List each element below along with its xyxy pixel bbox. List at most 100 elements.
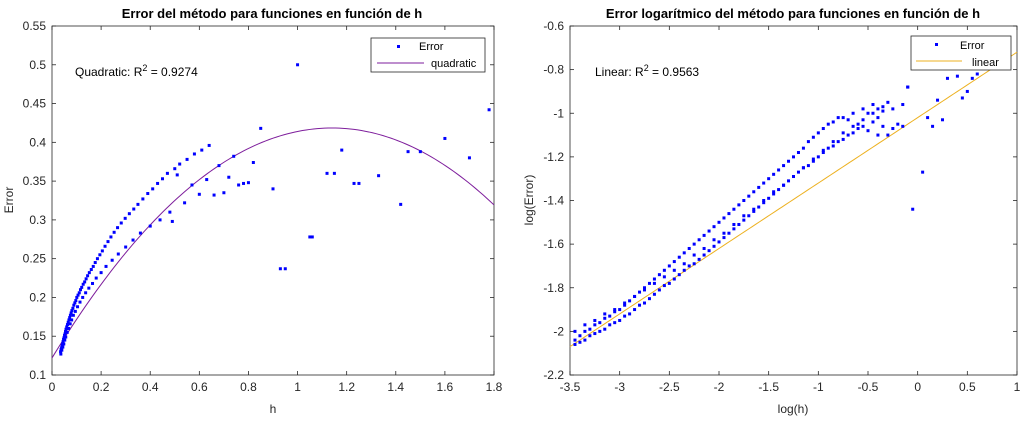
right-y-tick-label: -0.8	[543, 63, 564, 77]
left-data-point	[109, 235, 113, 239]
right-data-point	[881, 124, 885, 128]
right-data-point	[647, 297, 651, 301]
left-data-point	[212, 193, 216, 197]
left-data-point	[173, 167, 177, 171]
chart-left-title: Error del método para funciones en funci…	[122, 6, 423, 21]
right-data-point	[881, 105, 885, 109]
right-data-point	[692, 242, 696, 246]
chart-right-legend-box	[910, 35, 1012, 71]
left-data-point	[59, 352, 63, 356]
right-data-point	[583, 329, 587, 333]
right-data-point	[667, 264, 671, 268]
right-data-point	[697, 257, 701, 261]
right-data-point	[742, 214, 746, 218]
right-data-point	[801, 146, 805, 150]
right-data-point	[643, 301, 646, 305]
left-data-point	[65, 323, 69, 327]
left-data-point	[357, 181, 361, 185]
chart-left-annotation-sup: 2	[142, 63, 147, 73]
chart-left-points-layer	[59, 63, 491, 356]
chart-left-legend: Error quadratic	[370, 37, 486, 73]
left-data-point	[332, 171, 336, 175]
left-data-point	[190, 183, 194, 187]
left-x-tick-label: 1	[294, 380, 301, 394]
left-data-point	[151, 187, 155, 191]
left-data-point	[377, 174, 381, 178]
left-data-point	[71, 313, 75, 317]
left-data-point	[81, 282, 85, 286]
left-data-point	[104, 264, 108, 268]
right-data-point	[787, 179, 791, 183]
right-x-tick-label: 1	[1014, 380, 1021, 394]
chart-left-y-ticks: 0.1 0.15 0.2 0.25 0.3 0.35 0.4 0.45 0.5 0.55	[23, 19, 494, 382]
left-data-point	[259, 126, 263, 130]
left-data-point	[76, 293, 80, 297]
right-data-point	[643, 286, 646, 290]
right-data-point	[722, 216, 726, 220]
right-data-point	[777, 168, 781, 172]
right-data-point	[945, 76, 949, 80]
right-data-point	[672, 260, 676, 264]
right-data-point	[831, 120, 835, 124]
left-data-point	[100, 249, 104, 253]
chart-right-plot-area	[569, 25, 1018, 376]
left-data-point	[60, 344, 64, 348]
left-data-point	[91, 281, 95, 285]
chart-right-legend-label-error: Error	[960, 40, 985, 52]
right-data-point	[732, 227, 736, 231]
left-data-point	[132, 207, 136, 211]
right-data-point	[633, 308, 637, 312]
left-data-point	[183, 201, 187, 205]
chart-left-y-axis-label: Error	[2, 187, 16, 214]
right-data-point	[633, 294, 637, 298]
left-data-point	[237, 183, 241, 187]
right-data-point	[926, 116, 930, 120]
right-x-tick-label: -2	[714, 380, 725, 394]
chart-left-annotation-suffix: = 0.9274	[147, 65, 198, 79]
right-data-point	[757, 185, 761, 189]
right-data-point	[732, 222, 736, 226]
right-data-point	[717, 240, 721, 244]
right-data-point	[787, 159, 791, 163]
right-y-tick-label: -1.4	[543, 194, 564, 208]
right-x-tick-label: -1.5	[758, 380, 779, 394]
right-data-point	[593, 318, 597, 322]
right-data-point	[573, 329, 577, 333]
right-data-point	[836, 116, 840, 120]
right-data-point	[762, 201, 766, 205]
left-x-tick-label: 0.8	[240, 380, 257, 394]
left-data-point	[62, 342, 66, 346]
right-data-point	[901, 124, 905, 128]
left-data-point	[83, 280, 87, 284]
left-data-point	[59, 350, 63, 354]
right-data-point	[886, 100, 890, 104]
right-data-point	[792, 175, 795, 179]
left-data-point	[232, 154, 236, 158]
left-data-point	[68, 322, 72, 326]
right-data-point	[861, 107, 865, 111]
left-data-point	[62, 336, 66, 340]
right-data-point	[891, 107, 895, 111]
chart-right-points-layer	[573, 72, 979, 346]
right-data-point	[816, 131, 820, 135]
right-data-point	[588, 327, 592, 331]
right-data-point	[856, 122, 860, 126]
left-data-point	[222, 191, 226, 195]
left-y-tick-label: 0.4	[29, 135, 46, 149]
right-y-tick-label: -0.6	[543, 19, 564, 33]
left-data-point	[81, 295, 85, 299]
right-data-point	[811, 159, 815, 163]
left-data-point	[185, 157, 189, 161]
right-data-point	[687, 246, 691, 250]
right-data-point	[876, 107, 880, 111]
right-data-point	[960, 96, 964, 100]
left-data-point	[65, 330, 69, 334]
right-data-point	[896, 122, 900, 126]
right-data-point	[613, 310, 617, 314]
left-data-point	[227, 175, 231, 179]
left-data-point	[170, 219, 174, 223]
left-data-point	[61, 340, 65, 344]
right-data-point	[613, 321, 617, 325]
right-data-point	[742, 199, 746, 202]
right-data-point	[583, 323, 587, 327]
